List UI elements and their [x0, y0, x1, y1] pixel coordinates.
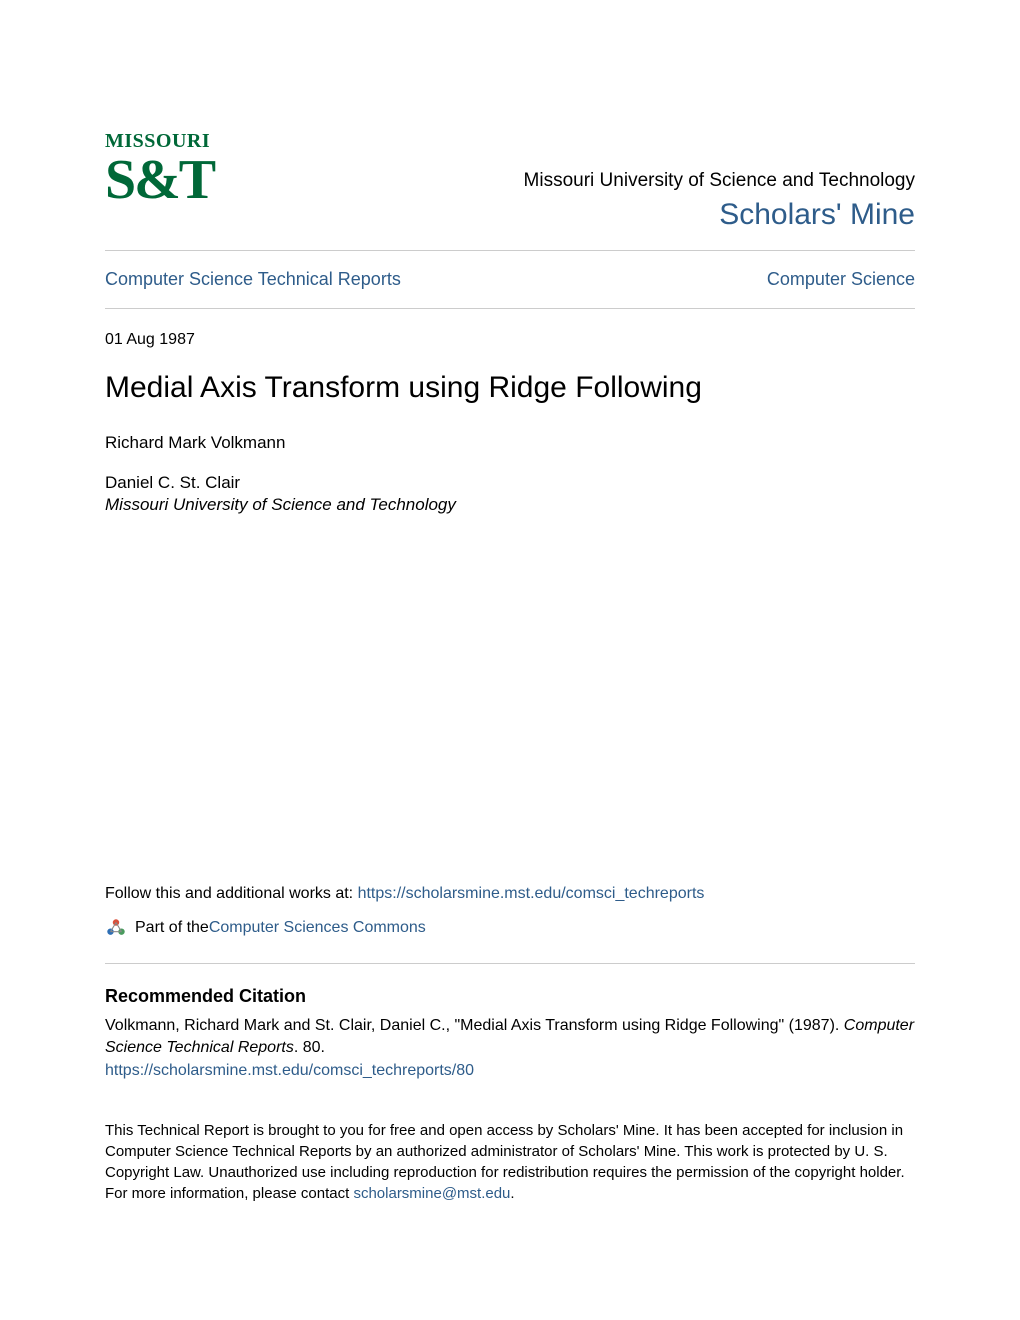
- citation-text: Volkmann, Richard Mark and St. Clair, Da…: [105, 1015, 915, 1060]
- logo-main-text: S&T: [105, 155, 214, 205]
- follow-link[interactable]: https://scholarsmine.mst.edu/comsci_tech…: [358, 885, 705, 902]
- divider-citation: [105, 963, 915, 964]
- author-block-2: Daniel C. St. Clair Missouri University …: [105, 473, 915, 515]
- divider-breadcrumb: [105, 308, 915, 309]
- author-affiliation-2: Missouri University of Science and Techn…: [105, 495, 915, 515]
- footer-text: This Technical Report is brought to you …: [105, 1120, 915, 1204]
- part-of-prefix: Part of the: [135, 919, 209, 937]
- citation-link[interactable]: https://scholarsmine.mst.edu/comsci_tech…: [105, 1062, 915, 1080]
- breadcrumb-section: Computer Science Technical Reports Compu…: [105, 251, 915, 308]
- follow-prefix: Follow this and additional works at:: [105, 885, 358, 902]
- spacer: [105, 535, 915, 885]
- commons-link[interactable]: Computer Sciences Commons: [209, 919, 426, 937]
- citation-part2: . 80.: [294, 1039, 325, 1056]
- part-of-section: Part of the Computer Sciences Commons: [105, 917, 915, 939]
- repository-link[interactable]: Scholars' Mine: [719, 198, 915, 231]
- footer-part2: .: [510, 1185, 514, 1202]
- breadcrumb-right-link[interactable]: Computer Science: [767, 269, 915, 290]
- header-section: MISSOURI S&T Missouri University of Scie…: [105, 130, 915, 232]
- breadcrumb-left-link[interactable]: Computer Science Technical Reports: [105, 269, 401, 290]
- author-block-1: Richard Mark Volkmann: [105, 433, 915, 453]
- author-name-1: Richard Mark Volkmann: [105, 433, 915, 453]
- network-icon: [105, 917, 127, 939]
- contact-email-link[interactable]: scholarsmine@mst.edu: [353, 1185, 510, 1202]
- publication-date: 01 Aug 1987: [105, 331, 915, 349]
- institution-logo: MISSOURI S&T: [105, 130, 214, 205]
- header-right: Missouri University of Science and Techn…: [524, 130, 915, 232]
- citation-part1: Volkmann, Richard Mark and St. Clair, Da…: [105, 1017, 844, 1034]
- university-name: Missouri University of Science and Techn…: [524, 170, 915, 192]
- follow-section: Follow this and additional works at: htt…: [105, 885, 915, 903]
- citation-heading: Recommended Citation: [105, 986, 915, 1007]
- page-container: MISSOURI S&T Missouri University of Scie…: [0, 0, 1020, 1254]
- author-name-2: Daniel C. St. Clair: [105, 473, 915, 493]
- document-title: Medial Axis Transform using Ridge Follow…: [105, 371, 915, 405]
